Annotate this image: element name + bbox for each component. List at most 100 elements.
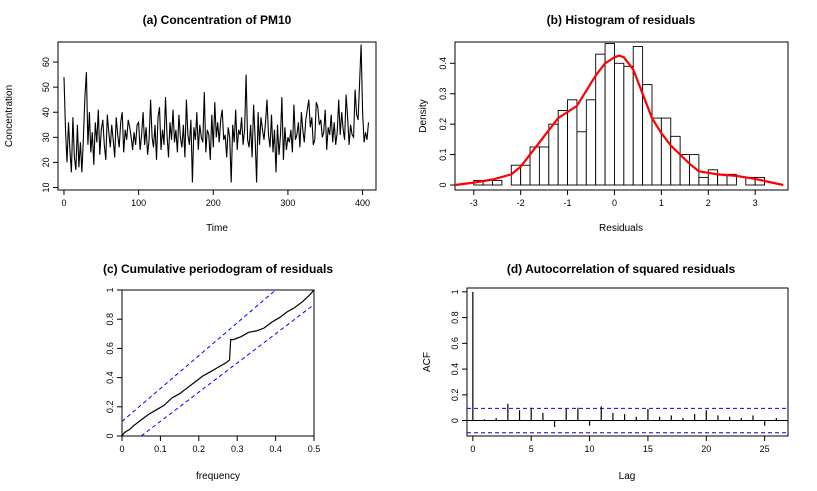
panel-d-y-tick-label: 0.6 [450,337,460,350]
panel-d-y-tick-label: 0.2 [450,389,460,402]
panel-b-bars [473,43,765,186]
histogram-bar [614,62,625,186]
panel-b-density-curve [454,54,784,187]
panel-d-ylabel: ACF [422,352,433,372]
panel-d-y-tick-label: 0.4 [450,363,460,376]
panel-a-y-tick-label: 50 [41,82,51,92]
panel-c-x-tick-label: 0.5 [308,444,321,454]
panel-a-frame [57,41,377,191]
confidence-bound-line [121,289,276,422]
panel-a-y-tick-label: 20 [41,157,51,167]
panel-c-y-tick-label: 0 [105,433,115,438]
panel-b-ylabel: Density [418,99,429,132]
panel-a: (a) Concentration of PM10 0 100 200 300 400 … [4,13,377,234]
panel-a-x-tick-label: 300 [280,198,295,208]
panel-b-x-tick-label: 0 [612,198,617,208]
panel-c-x-axis: 0 0.1 0.2 0.3 0.4 0.5 [119,436,320,454]
panel-b-y-axis: 0 0.1 0.2 0.3 0.4 [438,57,455,188]
panel-a-x-tick-label: 100 [131,198,146,208]
panel-a-x-tick-label: 200 [206,198,221,208]
histogram-bar [585,99,597,186]
panel-d-bars [467,291,788,434]
panel-c-y-tick-label: 0.2 [105,401,115,414]
panel-b-y-tick-label: 0.2 [438,118,448,131]
panel-a-ylabel: Concentration [4,85,15,147]
panel-d-y-tick-label: 0.8 [450,311,460,324]
panel-b-x-tick-label: -2 [517,198,525,208]
panel-d-x-tick-label: 10 [585,444,595,454]
panel-c-y-axis: 0 0.2 0.4 0.6 0.8 1 [105,287,122,439]
panel-c-frame [121,289,315,437]
panel-a-x-tick-label: 0 [61,198,66,208]
panel-b-frame [454,41,789,191]
panel-c-xlabel: frequency [196,471,240,482]
histogram-bar [567,99,578,186]
panel-d-y-tick-label: 0 [450,418,460,423]
panel-b-x-tick-label: 1 [659,198,664,208]
panel-b-x-tick-label: -3 [470,198,478,208]
panel-b-x-tick-label: -1 [564,198,572,208]
panel-c-y-tick-label: 0.4 [105,371,115,384]
histogram-bar [651,117,662,186]
panel-d-x-tick-label: 20 [701,444,711,454]
panel-a-x-axis: 0 100 200 300 400 [61,190,370,208]
histogram-bar [576,131,587,186]
panel-c-x-tick-label: 0.4 [269,444,282,454]
panel-d-x-tick-label: 0 [470,444,475,454]
histogram-bar [689,154,700,186]
panel-a-y-axis: 10 20 30 40 50 60 [41,57,58,192]
panel-a-title: (a) Concentration of PM10 [143,13,292,27]
histogram-bar [520,164,531,186]
panel-d: (d) Autocorrelation of squared residuals… [422,262,789,482]
panel-c: (c) Cumulative periodogram of residuals … [103,262,333,482]
histogram-bar [623,65,634,186]
panel-a-x-tick-label: 400 [355,198,370,208]
panel-c-x-tick-label: 0.2 [193,444,206,454]
panel-a-xlabel: Time [206,223,228,234]
histogram-bar [726,173,737,186]
histogram-bar [698,176,709,186]
panel-b-x-axis: -3 -2 -1 0 1 2 3 [470,190,758,208]
panel-b: (b) Histogram of residuals -3 -2 -1 0 1 2 3 00… [418,13,789,234]
panel-b-y-tick-label: 0.3 [438,87,448,100]
panel-b-x-tick-label: 2 [706,198,711,208]
periodogram-line [121,289,315,437]
panel-d-frame [466,287,789,437]
panel-b-y-tick-label: 0 [438,182,448,187]
panel-d-x-tick-label: 25 [760,444,770,454]
panel-d-xlabel: Lag [619,471,636,482]
panel-d-x-tick-label: 5 [529,444,534,454]
panel-c-title: (c) Cumulative periodogram of residuals [103,262,333,276]
panel-c-y-tick-label: 0.8 [105,313,115,326]
panel-d-y-axis: 0 0.2 0.4 0.6 0.8 1 [450,289,467,423]
panel-b-xlabel: Residuals [599,223,643,234]
histogram-bar [557,110,569,186]
panel-d-x-axis: 0 5 10 15 20 25 [470,436,770,454]
panel-c-lines [121,289,315,437]
histogram-bar [492,179,503,186]
histogram-bar [538,146,550,186]
panel-a-y-tick-label: 30 [41,132,51,142]
panel-a-series-line [63,44,370,183]
panel-c-x-tick-label: 0 [119,444,124,454]
histogram-bar [548,123,559,186]
confidence-bound-line [140,304,315,437]
histogram-bar [670,135,681,186]
panel-b-y-tick-label: 0.4 [438,57,448,70]
panel-b-y-tick-label: 0.1 [438,148,448,161]
panel-c-x-tick-label: 0.1 [154,444,167,454]
panel-b-title: (b) Histogram of residuals [547,13,696,27]
panel-d-y-tick-label: 1 [450,289,460,294]
panel-a-y-tick-label: 40 [41,107,51,117]
histogram-bar [632,46,644,186]
panel-a-y-tick-label: 10 [41,182,51,192]
panel-b-x-tick-label: 3 [753,198,758,208]
panel-c-x-tick-label: 0.3 [231,444,244,454]
panel-d-x-tick-label: 15 [643,444,653,454]
panel-c-y-tick-label: 0.6 [105,342,115,355]
panel-d-title: (d) Autocorrelation of squared residuals [507,262,736,276]
panel-a-y-tick-label: 60 [41,57,51,67]
panel-c-y-tick-label: 1 [105,287,115,292]
histogram-bar [660,117,672,186]
